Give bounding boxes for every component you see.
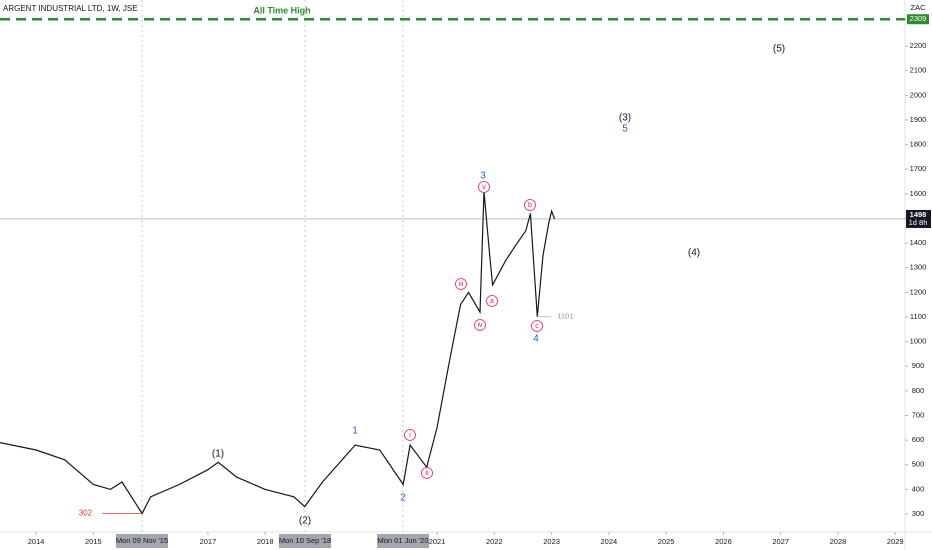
wave-circle — [474, 319, 486, 331]
y-tick-label: 1400 — [910, 238, 927, 247]
date-label-bg — [116, 534, 168, 548]
y-tick-label: 1800 — [910, 140, 927, 149]
last-price: 1498 — [910, 210, 927, 219]
ath-price-bg — [907, 14, 929, 25]
wave-label: b — [528, 202, 532, 209]
x-tick-label: 2023 — [543, 537, 560, 546]
wave-circle — [455, 278, 467, 290]
x-tick-label: 2029 — [887, 537, 904, 546]
chart-title: ARGENT INDUSTRIAL LTD, 1W, JSE — [3, 4, 138, 13]
y-tick-label: 900 — [912, 361, 925, 370]
wave-circle — [486, 295, 498, 307]
wave-label: (5) — [773, 44, 785, 55]
x-tick-label: 2018 — [257, 537, 274, 546]
wave-label: 3 — [480, 171, 486, 182]
wave-label: ii — [425, 470, 429, 477]
x-tick-label: 2015 — [85, 537, 102, 546]
y-tick-label: 1600 — [910, 189, 927, 198]
wave-label: (1) — [212, 449, 224, 460]
wave-label: 5 — [622, 124, 628, 135]
low-label: 302 — [79, 509, 93, 518]
ath-label: All Time High — [253, 5, 310, 15]
x-tick-label: 2017 — [200, 537, 217, 546]
x-tick-label: 2027 — [772, 537, 789, 546]
wave-circle — [524, 199, 536, 211]
wave-label: a — [490, 298, 494, 305]
wave-circle — [531, 320, 543, 332]
date-label: Mon 10 Sep '18 — [279, 536, 331, 545]
x-tick-label: 2022 — [486, 537, 503, 546]
wave-label: 2 — [400, 493, 406, 504]
y-tick-label: 1300 — [910, 263, 927, 272]
wave-label: 4 — [533, 334, 539, 345]
wave-label: iv — [477, 322, 483, 329]
wave-label: (4) — [688, 248, 700, 259]
y-tick-label: 300 — [912, 509, 925, 518]
wave-label: 1 — [352, 426, 358, 437]
last-price-bg — [906, 209, 931, 228]
y-tick-label: 800 — [912, 386, 925, 395]
c-label: 1101 — [557, 312, 573, 321]
wave-label: i — [409, 432, 411, 439]
y-tick-label: 1700 — [910, 164, 927, 173]
countdown: 1d 8h — [909, 218, 928, 227]
wave-circle — [478, 181, 490, 193]
wave-label: (2) — [299, 516, 311, 527]
wave-circle — [421, 467, 433, 479]
y-tick-label: 600 — [912, 435, 925, 444]
x-tick-label: 2024 — [601, 537, 618, 546]
date-label-bg — [377, 534, 429, 548]
ath-price: 2309 — [910, 14, 927, 23]
wave-circle — [404, 429, 416, 441]
y-tick-label: 2000 — [910, 90, 927, 99]
y-tick-label: 1100 — [910, 312, 926, 321]
price-line — [0, 191, 556, 515]
x-tick-label: 2021 — [429, 537, 446, 546]
y-tick-label: 2200 — [910, 41, 927, 50]
wave-label: iii — [459, 281, 464, 288]
y-tick-label: 1200 — [910, 287, 927, 296]
wave-label: v — [482, 184, 486, 191]
date-label: Mon 01 Jun '20 — [377, 536, 428, 545]
date-label: Mon 09 Nov '15 — [116, 536, 168, 545]
wave-label: c — [535, 323, 539, 330]
y-tick-label: 400 — [912, 484, 925, 493]
x-tick-label: 2025 — [658, 537, 675, 546]
date-label-bg — [279, 534, 331, 548]
x-tick-label: 2026 — [715, 537, 732, 546]
y-tick-label: 2100 — [910, 66, 927, 75]
y-tick-label: 700 — [912, 410, 925, 419]
y-tick-label: 1900 — [910, 115, 927, 124]
y-tick-label: 500 — [912, 460, 925, 469]
x-tick-label: 2014 — [28, 537, 45, 546]
y-tick-label: 1000 — [910, 337, 927, 346]
currency-label: ZAC — [911, 3, 927, 12]
x-tick-label: 2028 — [830, 537, 847, 546]
wave-label: (3) — [619, 113, 631, 124]
